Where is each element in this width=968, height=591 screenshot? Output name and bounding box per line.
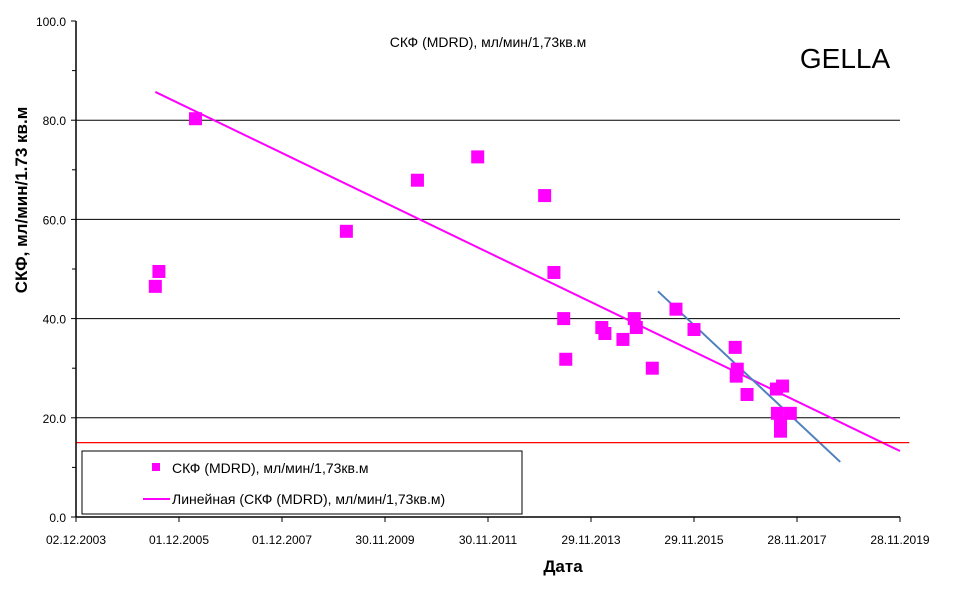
data-point [776,379,790,393]
x-tick-label: 30.11.2011 [459,533,518,547]
legend-label-trend: Линейная (СКФ (MDRD), мл/мин/1,73кв.м) [172,491,445,507]
chart-title: СКФ (MDRD), мл/мин/1,73кв.м [390,34,587,50]
data-point [774,424,788,438]
x-tick-label: 01.12.2007 [252,533,312,547]
y-tick-label: 100.0 [36,15,66,29]
x-axis-label: Дата [543,557,583,576]
y-axis-label: СКФ, мл/мин/1.73 кв.м [12,107,31,294]
data-point [152,264,166,278]
x-tick-label: 28.11.2017 [767,533,826,547]
legend-label-points: СКФ (MDRD), мл/мин/1,73кв.м [172,460,369,476]
linear-trendline [154,91,901,452]
data-point [339,224,353,238]
data-point [770,406,784,420]
y-tick-label: 20.0 [43,412,67,426]
data-point [740,387,754,401]
x-tick-label: 29.11.2015 [664,533,723,547]
legend: СКФ (MDRD), мл/мин/1,73кв.м Линейная (СК… [81,450,523,515]
data-point [645,361,659,375]
x-tick-label: 02.12.2003 [46,533,106,547]
x-tick-label: 29.11.2013 [561,533,620,547]
y-tick-label: 0.0 [49,511,66,525]
data-point [629,321,643,335]
data-point [410,173,424,187]
data-point [188,112,202,126]
data-point [148,279,162,293]
data-point [557,312,571,326]
data-point [687,323,701,337]
gella-annotation: GELLA [800,43,891,74]
y-tick-label: 80.0 [43,114,67,128]
y-tick-label: 60.0 [43,213,67,227]
legend-marker-points [152,463,160,471]
x-tick-label: 01.12.2005 [149,533,209,547]
x-tick-label: 28.11.2019 [870,533,929,547]
data-point [598,326,612,340]
data-point [783,406,797,420]
data-point [538,189,552,203]
recent-trendline [657,290,841,463]
data-point [728,340,742,354]
data-point [559,352,573,366]
y-tick-label: 40.0 [43,313,67,327]
data-point [729,369,743,383]
data-point [471,150,485,164]
data-point [669,302,683,316]
data-point [547,265,561,279]
data-point [616,332,630,346]
x-tick-label: 30.11.2009 [355,533,414,547]
